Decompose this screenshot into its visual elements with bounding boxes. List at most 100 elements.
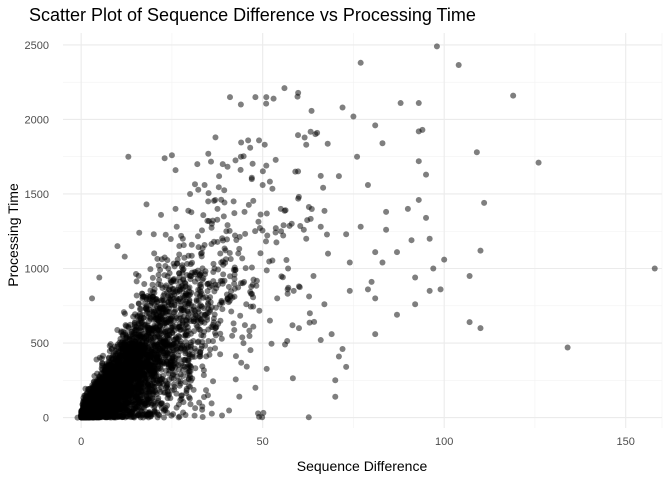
scatter-point (236, 245, 243, 252)
scatter-point (368, 278, 375, 285)
scatter-point (270, 95, 277, 102)
scatter-point (181, 325, 188, 332)
scatter-point (205, 301, 212, 308)
scatter-point (210, 378, 217, 385)
scatter-point (212, 345, 219, 352)
scatter-point (105, 373, 112, 380)
scatter-point (131, 329, 138, 336)
scatter-point (295, 193, 302, 200)
scatter-point (246, 333, 253, 340)
scatter-point (185, 285, 191, 292)
scatter-point (207, 346, 214, 353)
scatter-point (263, 162, 270, 169)
scatter-point (364, 182, 371, 189)
scatter-point (185, 343, 192, 350)
scatter-point (285, 265, 292, 272)
scatter-point (393, 249, 400, 256)
scatter-point (167, 315, 174, 322)
scatter-point (221, 187, 228, 194)
scatter-point (317, 337, 324, 344)
scatter-point (143, 358, 150, 365)
scatter-point (161, 300, 168, 307)
scatter-point (266, 317, 273, 324)
scatter-point (415, 196, 422, 203)
scatter-point (372, 295, 379, 302)
scatter-point (241, 208, 248, 215)
scatter-point (307, 215, 314, 222)
scatter-point (237, 101, 244, 108)
scatter-point (171, 308, 178, 315)
scatter-point (170, 411, 177, 418)
scatter-point (282, 341, 289, 348)
scatter-point (86, 394, 93, 401)
scatter-point (196, 353, 203, 360)
scatter-point (167, 395, 174, 402)
scatter-point (179, 269, 186, 276)
scatter-point (159, 400, 166, 407)
scatter-point (205, 150, 212, 157)
y-tick-label: 1000 (25, 264, 49, 276)
scatter-point (168, 152, 175, 159)
scatter-point (238, 359, 245, 366)
scatter-point (149, 340, 156, 347)
scatter-point (194, 323, 201, 330)
scatter-point (239, 255, 246, 262)
scatter-point (364, 286, 371, 293)
scatter-point (161, 155, 168, 162)
scatter-point (82, 402, 89, 409)
scatter-point (122, 329, 129, 336)
scatter-point (150, 231, 157, 238)
scatter-point (96, 376, 103, 383)
scatter-point (433, 43, 440, 50)
scatter-point (249, 160, 256, 167)
scatter-point (219, 306, 226, 313)
scatter-point (188, 307, 195, 314)
scatter-point (136, 399, 143, 406)
scatter-point (187, 276, 194, 283)
scatter-point (238, 139, 245, 146)
scatter-point (130, 347, 137, 354)
scatter-point (114, 326, 121, 333)
scatter-point (146, 347, 153, 354)
scatter-point (170, 277, 177, 284)
scatter-point (153, 296, 160, 303)
scatter-point (159, 284, 166, 291)
scatter-point (262, 238, 269, 245)
scatter-point (172, 167, 179, 174)
scatter-point (164, 339, 171, 346)
scatter-point (147, 413, 154, 420)
scatter-point (161, 254, 168, 261)
scatter-point (182, 292, 189, 299)
scatter-point (102, 368, 109, 375)
scatter-point (430, 265, 437, 272)
scatter-point (195, 314, 202, 321)
scatter-point (105, 361, 112, 368)
scatter-point (200, 212, 207, 219)
scatter-point (303, 235, 310, 242)
scatter-point (176, 251, 183, 258)
scatter-point (295, 132, 302, 139)
scatter-point (307, 128, 314, 135)
scatter-point (119, 414, 126, 421)
scatter-point (321, 301, 328, 308)
scatter-point (190, 386, 197, 393)
scatter-point (317, 172, 324, 179)
scatter-point (172, 355, 179, 362)
scatter-point (177, 378, 184, 385)
scatter-point (247, 347, 254, 354)
scatter-point (149, 274, 156, 281)
scatter-point (350, 113, 357, 120)
scatter-point (203, 387, 210, 394)
scatter-point (252, 94, 259, 101)
scatter-point (156, 304, 163, 311)
scatter-point (177, 311, 184, 318)
scatter-point (441, 256, 448, 263)
scatter-point (481, 199, 488, 206)
scatter-point (239, 334, 246, 341)
scatter-point (191, 318, 198, 325)
x-tick-label: 150 (617, 436, 635, 448)
scatter-point (144, 395, 151, 402)
scatter-point (99, 405, 106, 412)
scatter-point (185, 383, 192, 390)
scatter-point (201, 394, 208, 400)
